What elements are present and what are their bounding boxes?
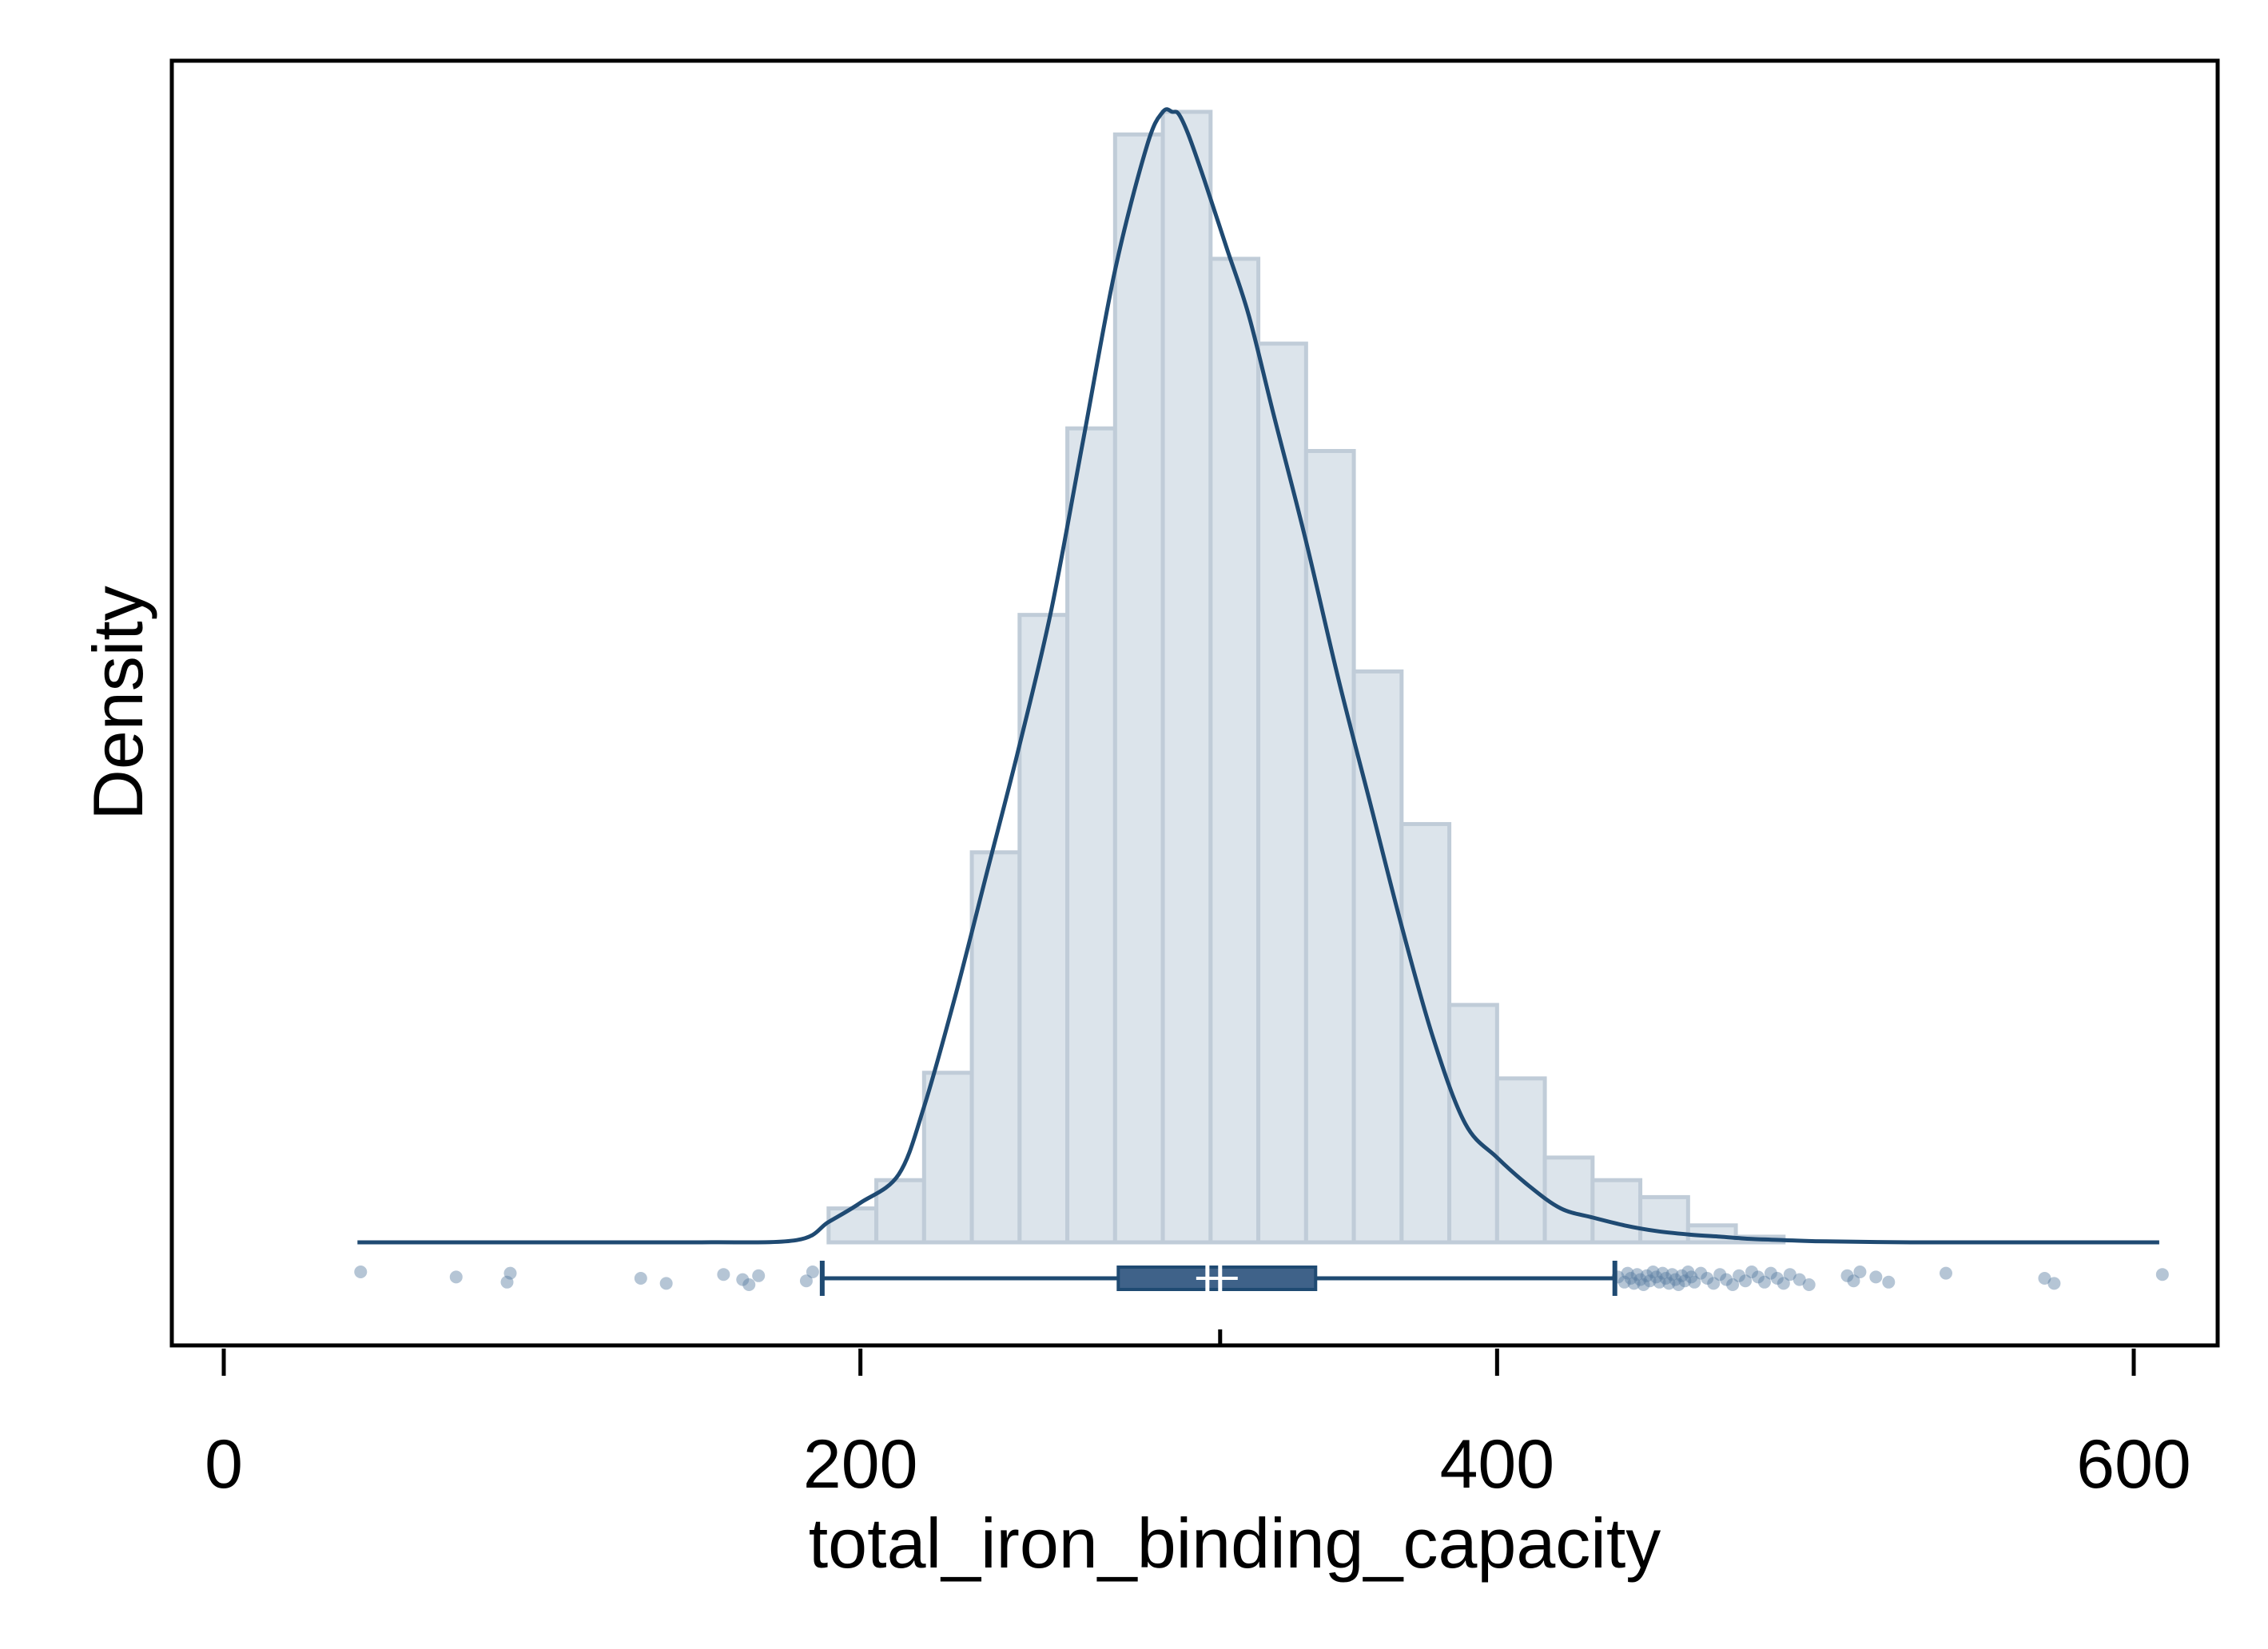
outlier-point xyxy=(1757,1275,1771,1289)
outlier-point xyxy=(1678,1274,1692,1288)
kde-line xyxy=(357,107,2159,1245)
histogram-bar xyxy=(1351,669,1404,1245)
x-tick-label: 600 xyxy=(2076,1426,2191,1503)
outlier-point xyxy=(1621,1266,1634,1280)
outlier-point xyxy=(1694,1266,1708,1280)
histogram-bar xyxy=(921,1071,974,1245)
outlier-point xyxy=(1701,1272,1714,1285)
histogram-bar xyxy=(1065,426,1117,1245)
outlier-point xyxy=(799,1274,813,1288)
outlier-point xyxy=(1783,1268,1796,1281)
outlier-point xyxy=(1624,1272,1637,1285)
outlier-point xyxy=(1882,1275,1896,1289)
histogram-bar xyxy=(969,850,1022,1245)
outlier-point xyxy=(1739,1274,1753,1288)
outlier-point xyxy=(1939,1266,1952,1280)
histogram-bar xyxy=(1399,821,1452,1245)
outlier-point xyxy=(1726,1278,1740,1291)
outlier-point xyxy=(1627,1277,1641,1290)
x-tick-label: 400 xyxy=(1440,1426,1555,1503)
plot-frame xyxy=(169,58,2220,1348)
outlier-point xyxy=(1745,1266,1758,1278)
outlier-point xyxy=(1649,1270,1663,1284)
outlier-point xyxy=(1637,1278,1650,1291)
outlier-point xyxy=(500,1275,514,1289)
outlier-point xyxy=(1640,1269,1653,1282)
outlier-point xyxy=(1751,1270,1765,1284)
outlier-point xyxy=(1617,1275,1631,1289)
outlier-point xyxy=(1630,1268,1644,1281)
histogram-bar xyxy=(1494,1076,1547,1245)
outlier-point xyxy=(1707,1277,1721,1290)
outlier-point xyxy=(1681,1266,1695,1278)
boxplot xyxy=(819,1261,1617,1345)
outlier-point xyxy=(634,1272,647,1285)
density-curve xyxy=(357,107,2159,1245)
outlier-point xyxy=(1764,1266,1777,1280)
outlier-point xyxy=(2038,1272,2051,1285)
outlier-point xyxy=(1656,1266,1669,1280)
outlier-point xyxy=(717,1268,730,1281)
outlier-point xyxy=(1840,1269,1854,1282)
outlier-point xyxy=(1685,1270,1698,1284)
histogram-bar xyxy=(1542,1155,1595,1245)
outlier-point xyxy=(1672,1278,1685,1291)
outlier-point xyxy=(1713,1268,1727,1281)
outlier-point xyxy=(449,1270,463,1284)
outlier-point xyxy=(1662,1277,1676,1290)
outlier-point xyxy=(1777,1277,1790,1290)
x-tick-label: 200 xyxy=(803,1426,918,1503)
outlier-point xyxy=(752,1269,766,1282)
outlier-point xyxy=(1646,1266,1660,1278)
outlier-point xyxy=(1847,1274,1860,1288)
outlier-point xyxy=(1643,1274,1657,1288)
outlier-point xyxy=(659,1277,673,1290)
outlier-point xyxy=(1659,1272,1673,1285)
outlier-point xyxy=(1633,1273,1647,1286)
outlier-point xyxy=(2155,1268,2169,1281)
histogram-bar xyxy=(1590,1178,1643,1245)
outlier-point xyxy=(1665,1268,1679,1281)
y-axis-title: Density xyxy=(78,586,157,820)
outlier-point xyxy=(1675,1269,1689,1282)
outlier-point xyxy=(1733,1269,1746,1282)
outlier-point xyxy=(1770,1272,1784,1285)
histogram-bar xyxy=(1208,256,1261,1245)
histogram-bar xyxy=(826,1206,879,1245)
x-tick-label: 0 xyxy=(205,1426,243,1503)
outlier-point xyxy=(1688,1275,1701,1289)
outlier-point xyxy=(1653,1275,1666,1289)
outlier-point xyxy=(1853,1266,1867,1278)
histogram-bar xyxy=(1160,109,1213,1245)
outlier-point xyxy=(736,1273,750,1286)
x-axis-title: total_iron_binding_capacity xyxy=(809,1504,1661,1583)
outlier-points xyxy=(354,1266,2169,1291)
histogram-bar xyxy=(1112,132,1165,1245)
histogram-bars xyxy=(826,109,1786,1245)
outlier-point xyxy=(1802,1278,1816,1291)
outlier-point xyxy=(806,1266,819,1278)
x-axis: 0 200 400 600 xyxy=(205,1349,2191,1503)
outlier-point xyxy=(742,1278,756,1291)
iqr-box xyxy=(1116,1266,1318,1291)
outlier-point xyxy=(2047,1277,2061,1290)
outlier-point xyxy=(1869,1270,1883,1284)
outlier-point xyxy=(1793,1273,1806,1286)
outlier-point xyxy=(354,1266,368,1278)
outlier-point xyxy=(1669,1273,1682,1286)
outlier-point xyxy=(503,1266,517,1280)
histogram-bar xyxy=(1256,341,1308,1245)
histogram-bar xyxy=(1447,1003,1499,1245)
outlier-point xyxy=(1720,1273,1733,1286)
